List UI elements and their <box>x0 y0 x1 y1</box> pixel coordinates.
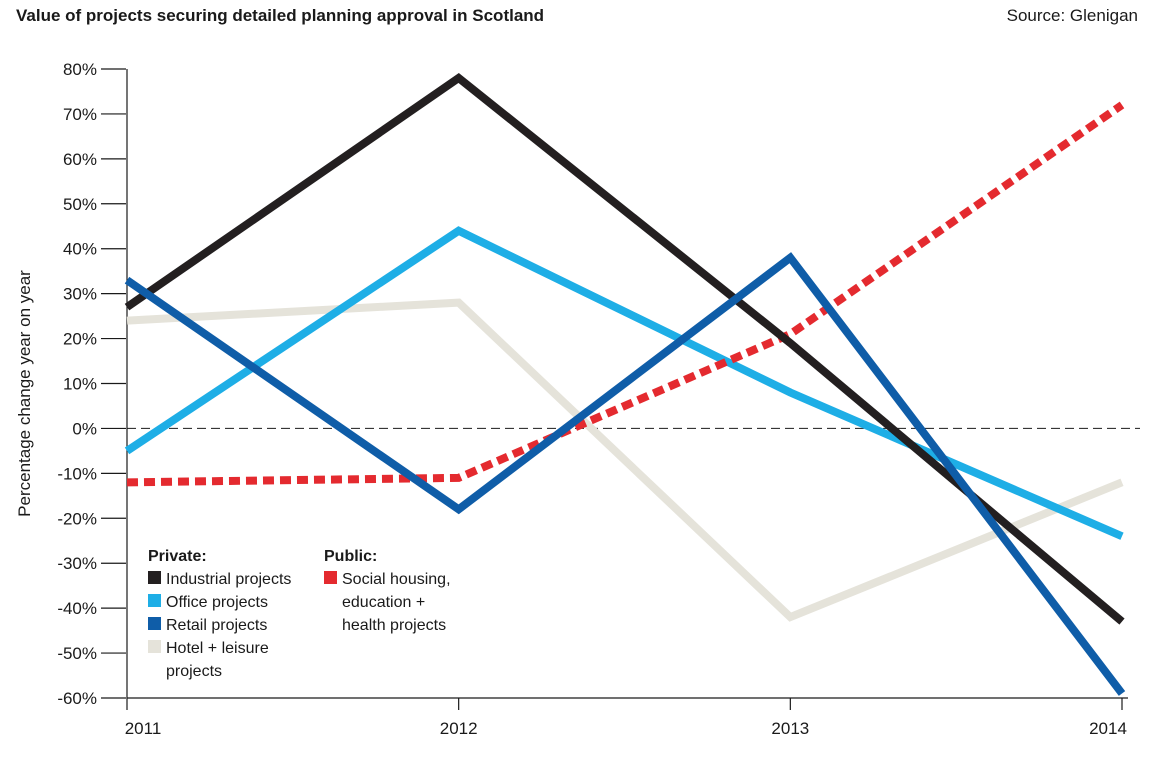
legend-heading-public: Public: <box>324 548 377 565</box>
series-line-retail-projects <box>124 252 1126 696</box>
y-tick-label: 30% <box>63 285 97 304</box>
y-tick-label: 50% <box>63 195 97 214</box>
y-tick-label: 20% <box>63 330 97 349</box>
legend-swatch <box>148 640 161 653</box>
legend-swatch <box>148 571 161 584</box>
legend-label: Office projects <box>166 594 268 611</box>
y-tick-label: 80% <box>63 60 97 79</box>
legend-label: education + <box>342 594 425 611</box>
chart-title: Value of projects securing detailed plan… <box>16 6 545 25</box>
series-line-hotel-leisure-projects <box>126 298 1124 622</box>
y-tick-label: -10% <box>57 464 97 483</box>
y-tick-label: -50% <box>57 644 97 663</box>
y-tick-label: 10% <box>63 375 97 394</box>
legend-heading-private: Private: <box>148 548 207 565</box>
y-tick-label: 70% <box>63 105 97 124</box>
x-tick-label: 2013 <box>771 719 809 738</box>
legend-label: health projects <box>342 617 446 634</box>
x-tick-label: 2011 <box>125 719 162 738</box>
tick-labels: 80% 70% 60% 50% 40% 30% 20% 10% 0% -10% -20% -30% -4… <box>15 60 1127 738</box>
source-note: Source: Glenigan <box>1006 6 1138 25</box>
y-tick-label: 60% <box>63 150 97 169</box>
series-line-office-projects <box>124 226 1124 540</box>
legend: Private: Public: Industrial projects Office… <box>148 548 451 680</box>
legend-swatch <box>148 617 161 630</box>
series-lines <box>124 73 1126 696</box>
legend-label: Retail projects <box>166 617 267 634</box>
legend-label: projects <box>166 663 222 680</box>
legend-swatch <box>148 594 161 607</box>
legend-label: Social housing, <box>342 571 451 588</box>
y-axis-title: Percentage change year on year <box>15 270 34 517</box>
y-tick-label: -40% <box>57 599 97 618</box>
y-tick-label: 0% <box>72 419 97 438</box>
axes <box>126 69 1140 699</box>
series-line-industrial-projects <box>124 73 1125 625</box>
y-tick-label: -60% <box>57 689 97 708</box>
y-tick-label: -20% <box>57 509 97 528</box>
legend-label: Industrial projects <box>166 571 291 588</box>
x-tick-label: 2012 <box>440 719 478 738</box>
x-tick-label: 2014 <box>1089 719 1127 738</box>
legend-swatch <box>324 571 337 584</box>
y-tick-label: -30% <box>57 554 97 573</box>
legend-label: Hotel + leisure <box>166 640 269 657</box>
series-line-social-housing-education-health-projects <box>126 101 1125 487</box>
y-tick-label: 40% <box>63 240 97 259</box>
